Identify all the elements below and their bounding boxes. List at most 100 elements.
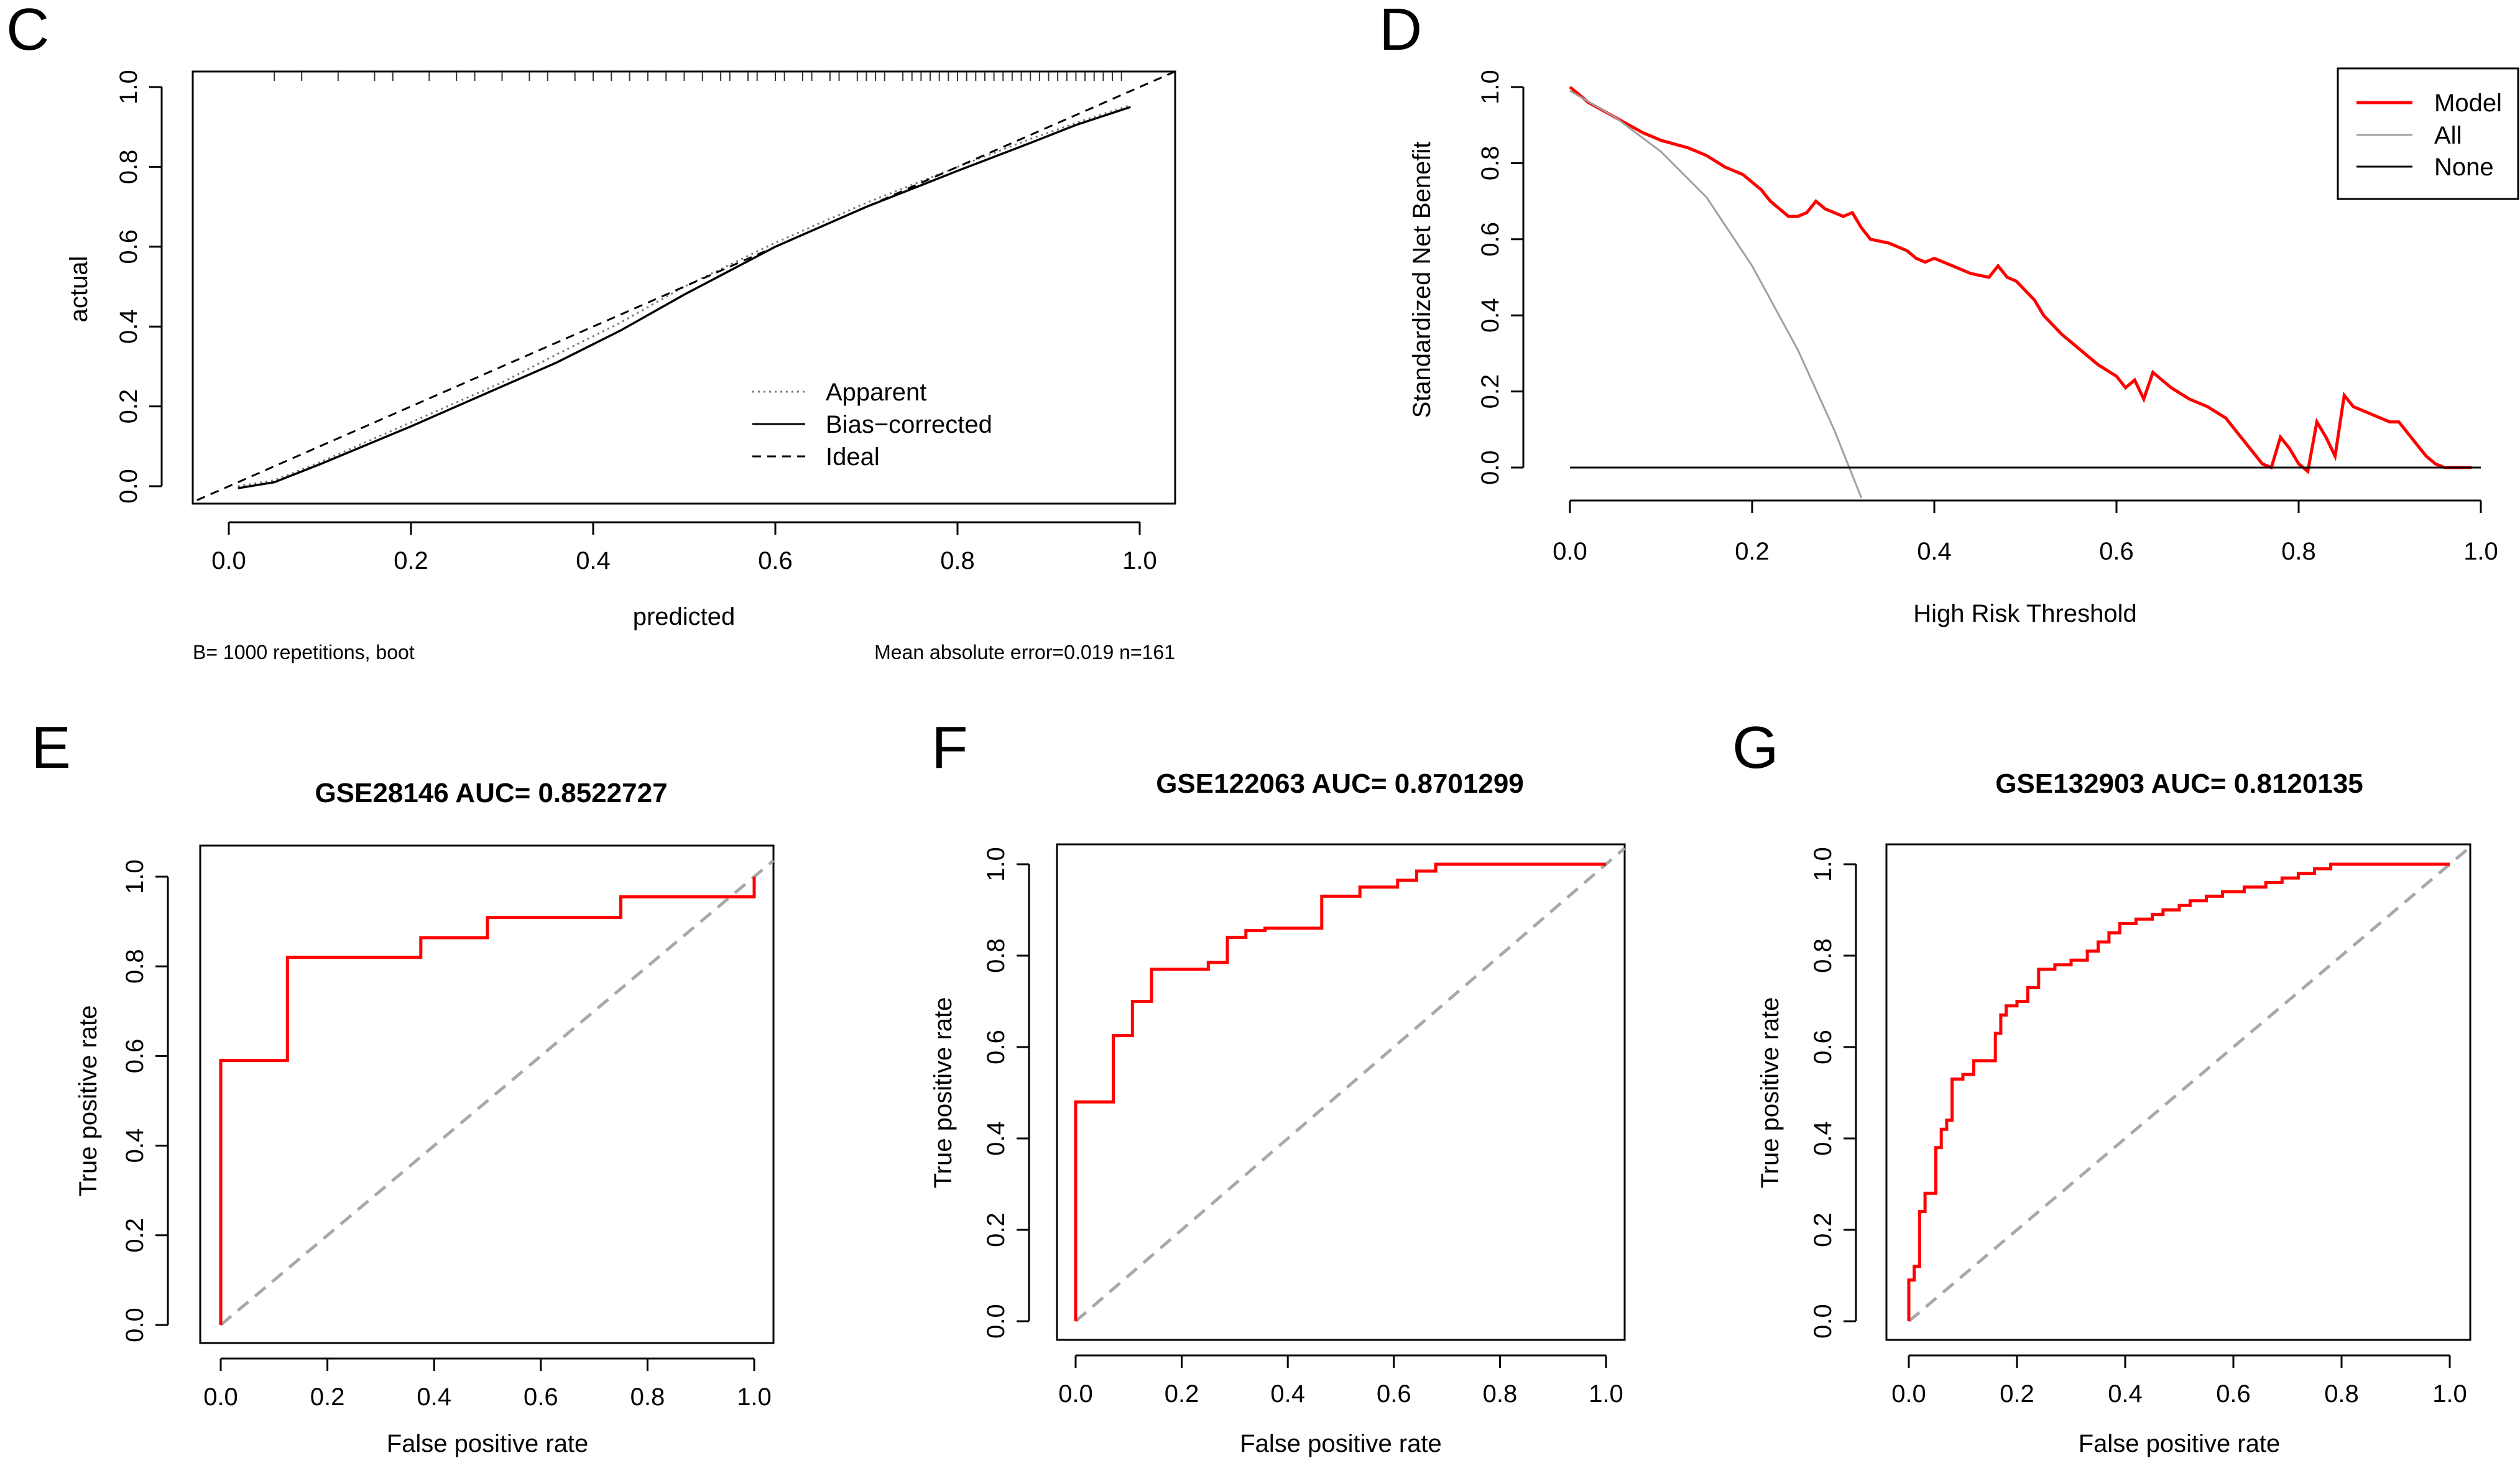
plot-frame	[1056, 843, 1626, 1341]
roc-y-tick-label: 1.0	[121, 859, 149, 894]
chart-title: GSE132903 AUC= 0.8120135	[1995, 768, 2363, 799]
roc-x-tick-label: 0.0	[1891, 1380, 1926, 1408]
roc-y-tick-label: 1.0	[1809, 847, 1837, 882]
dca-y-tick-label: 0.2	[1477, 374, 1504, 409]
y-axis-title: True positive rate	[930, 997, 957, 1189]
calib-y-tick-label: 0.2	[115, 389, 142, 424]
calib-x-tick-label: 0.6	[758, 547, 793, 575]
calib-x-tick-label: 0.0	[211, 547, 246, 575]
roc-y-tick-label: 0.2	[1809, 1212, 1837, 1247]
roc-y-tick-label: 0.4	[982, 1121, 1010, 1156]
calibration-chart: 0.0 0.2 0.4 0.6 0.8 1.0 0.0 0.2 0.4 0.6 0.8 1.0 pred…	[65, 70, 1176, 663]
y-axis-title: Standardized Net Benefit	[1408, 142, 1436, 418]
calib-x-tick-label: 1.0	[1122, 547, 1157, 575]
panel-label-f: F	[931, 714, 968, 781]
panel-label-d: D	[1379, 0, 1422, 63]
dca-y-tick-label: 0.0	[1477, 450, 1504, 485]
roc-y-tick-label: 0.0	[121, 1308, 149, 1342]
roc-x-tick-label: 0.6	[524, 1383, 558, 1411]
legend-label-model: Model	[2434, 90, 2502, 117]
legend-label: Ideal	[826, 443, 880, 471]
roc-x-tick-label: 0.0	[203, 1383, 238, 1411]
series-all	[1569, 90, 1863, 499]
x-axis-title: High Risk Threshold	[1913, 600, 2136, 627]
roc-x-tick-label: 0.2	[1165, 1380, 1199, 1408]
legend-label: Apparent	[826, 379, 926, 406]
roc-curve	[219, 877, 756, 1325]
roc-x-tick-label: 1.0	[737, 1383, 772, 1411]
roc-y-tick-label: 0.0	[1809, 1304, 1837, 1339]
plot-frame	[1885, 843, 2472, 1341]
footnote-repetitions: B= 1000 repetitions, boot	[193, 641, 415, 663]
dca-x-tick-label: 1.0	[2463, 538, 2498, 565]
panel-label-g: G	[1732, 714, 1779, 781]
dca-x-tick-label: 0.0	[1553, 538, 1587, 565]
roc-curve	[1074, 862, 1606, 1321]
calib-x-tick-label: 0.4	[576, 547, 611, 575]
chart-title: GSE28146 AUC= 0.8522727	[315, 778, 667, 808]
legend-label-all: All	[2434, 122, 2462, 149]
calib-y-tick-label: 0.4	[115, 309, 142, 344]
y-axis-title: True positive rate	[75, 1005, 102, 1197]
chart-title: GSE122063 AUC= 0.8701299	[1156, 768, 1524, 799]
x-axis-title: False positive rate	[2079, 1430, 2281, 1457]
chance-diagonal	[1908, 846, 2472, 1322]
roc-y-tick-label: 0.4	[1809, 1121, 1837, 1156]
panel-label-e: E	[31, 714, 71, 781]
series-apparent	[238, 104, 1131, 487]
roc-x-tick-label: 0.4	[2108, 1380, 2143, 1408]
dca-x-tick-label: 0.6	[2099, 538, 2134, 565]
roc-y-tick-label: 0.8	[982, 938, 1010, 973]
roc-chart-gse132903: GSE132903 AUC= 0.8120135 0.0 0.2 0.4 0.6 0.8 1…	[1756, 768, 2472, 1457]
roc-x-tick-label: 0.2	[310, 1383, 345, 1411]
roc-y-tick-label: 0.2	[982, 1212, 1010, 1247]
legend-box	[2337, 67, 2519, 200]
series-ideal	[193, 72, 1175, 504]
roc-curve	[1907, 862, 2450, 1321]
roc-y-tick-label: 0.6	[1809, 1030, 1837, 1064]
dca-y-tick-label: 1.0	[1477, 70, 1504, 104]
dca-y-tick-label: 0.6	[1477, 222, 1504, 257]
roc-x-tick-label: 0.4	[1270, 1380, 1305, 1408]
roc-x-tick-label: 0.8	[630, 1383, 665, 1411]
roc-chart-gse122063: GSE122063 AUC= 0.8701299 0.0 0.2 0.4 0.6 0.8 1…	[930, 768, 1626, 1457]
calib-x-tick-label: 0.8	[940, 547, 975, 575]
dca-x-tick-label: 0.2	[1735, 538, 1770, 565]
roc-x-tick-label: 0.2	[2000, 1380, 2034, 1408]
footnote-mae: Mean absolute error=0.019 n=161	[874, 641, 1175, 663]
series-model	[1569, 86, 2472, 474]
calib-y-tick-label: 1.0	[115, 70, 142, 104]
roc-x-tick-label: 0.6	[1377, 1380, 1411, 1408]
roc-y-tick-label: 0.6	[982, 1030, 1010, 1064]
calib-x-tick-label: 0.2	[394, 547, 428, 575]
roc-y-tick-label: 0.8	[121, 949, 149, 984]
roc-x-tick-label: 0.4	[417, 1383, 451, 1411]
roc-y-tick-label: 0.2	[121, 1218, 149, 1253]
legend-label: Bias−corrected	[826, 411, 992, 438]
roc-x-tick-label: 0.0	[1058, 1380, 1093, 1408]
roc-chart-gse28146: GSE28146 AUC= 0.8522727 0.0 0.2 0.4 0.6 0.8 1.…	[75, 778, 775, 1457]
calib-y-tick-label: 0.6	[115, 229, 142, 264]
x-axis-title: False positive rate	[387, 1430, 589, 1457]
roc-y-tick-label: 0.0	[982, 1304, 1010, 1339]
roc-y-tick-label: 0.4	[121, 1128, 149, 1163]
roc-x-tick-label: 0.8	[2324, 1380, 2359, 1408]
roc-y-tick-label: 0.6	[121, 1039, 149, 1074]
dca-y-tick-label: 0.8	[1477, 146, 1504, 181]
dca-x-tick-label: 0.4	[1917, 538, 1952, 565]
plot-frame	[199, 844, 775, 1344]
roc-y-tick-label: 0.8	[1809, 938, 1837, 973]
roc-y-tick-label: 1.0	[982, 847, 1010, 882]
decision-curve-chart: 0.0 0.2 0.4 0.6 0.8 1.0 0.0 0.2 0.4 0.6 0.8 1.0 High…	[1408, 67, 2519, 627]
roc-x-tick-label: 0.6	[2216, 1380, 2251, 1408]
calib-y-tick-label: 0.8	[115, 150, 142, 185]
calib-y-tick-label: 0.0	[115, 469, 142, 504]
legend-label-none: None	[2434, 154, 2494, 181]
roc-x-tick-label: 0.8	[1483, 1380, 1518, 1408]
x-axis-title: predicted	[633, 603, 736, 630]
x-axis-title: False positive rate	[1240, 1430, 1442, 1457]
plot-frame	[192, 70, 1176, 505]
roc-x-tick-label: 1.0	[2432, 1380, 2467, 1408]
roc-x-tick-label: 1.0	[1589, 1380, 1623, 1408]
